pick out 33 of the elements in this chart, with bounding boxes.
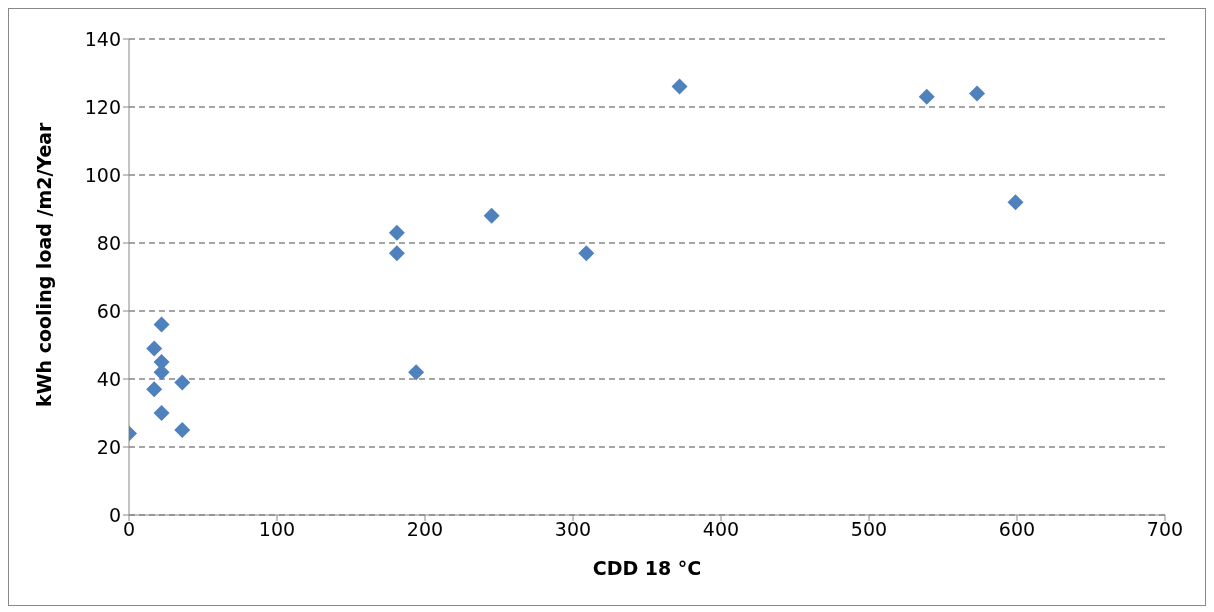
x-tick-label: 100 <box>258 518 296 541</box>
point <box>578 245 595 262</box>
x-tick-label: 200 <box>406 518 444 541</box>
y-tick-label: 40 <box>96 367 121 390</box>
y-tick-label: 140 <box>84 27 121 50</box>
point <box>146 340 163 357</box>
y-tick-label: 100 <box>84 163 121 186</box>
point <box>918 88 935 105</box>
point <box>671 78 688 95</box>
point <box>153 405 170 421</box>
y-tick-label: 60 <box>96 299 121 322</box>
point <box>174 374 191 391</box>
y-axis-title: kWh cooling load /m2/Year <box>32 121 55 407</box>
point <box>483 207 500 224</box>
x-tick-label: 700 <box>1146 518 1184 541</box>
y-tick-label: 120 <box>84 95 121 118</box>
point <box>1007 194 1024 211</box>
point <box>153 316 170 333</box>
x-tick-label: 400 <box>702 518 740 541</box>
point <box>146 381 163 398</box>
y-tick-label: 0 <box>108 503 121 526</box>
y-tick-label: 20 <box>96 435 121 458</box>
x-tick-label: 500 <box>850 518 888 541</box>
x-tick-label: 600 <box>998 518 1036 541</box>
x-tick-label: 0 <box>122 518 136 541</box>
point <box>408 364 425 381</box>
y-tick-label: 80 <box>96 231 121 254</box>
point <box>969 85 986 102</box>
x-axis-title: CDD 18 °C <box>592 557 702 579</box>
point <box>388 224 405 241</box>
x-tick-label: 300 <box>554 518 592 541</box>
point <box>174 422 191 438</box>
point <box>388 245 405 262</box>
